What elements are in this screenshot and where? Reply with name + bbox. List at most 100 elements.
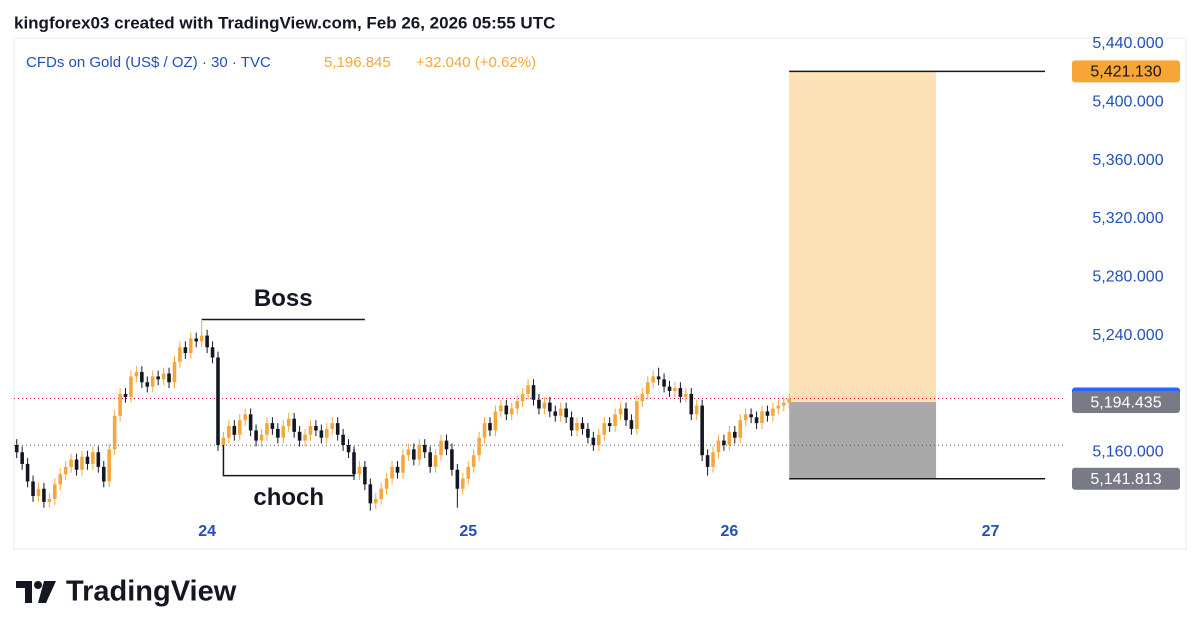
candle-body <box>314 426 318 431</box>
candle-body <box>412 449 416 460</box>
candle-body <box>684 393 688 397</box>
candle-body <box>20 452 24 464</box>
candle-body <box>401 455 405 473</box>
candle-body <box>363 466 367 485</box>
header: kingforex03 created with TradingView.com… <box>14 13 555 32</box>
candle-body <box>482 423 487 438</box>
candle-body <box>504 405 509 415</box>
y-tick-label: 5,320.000 <box>1092 210 1163 227</box>
candle-body <box>754 417 759 424</box>
candle-body <box>172 361 177 383</box>
candle-body <box>357 466 362 475</box>
candle-body <box>548 402 552 412</box>
candle-body <box>716 440 721 453</box>
candle-body <box>167 373 171 383</box>
legend-symbol: CFDs on Gold (US$ / OZ) · 30 · TVC <box>26 54 271 71</box>
candle-body <box>384 478 389 489</box>
candle-body <box>276 428 280 438</box>
candle-body <box>406 449 411 456</box>
candle-body <box>107 449 111 482</box>
candle-body <box>526 385 530 394</box>
candle-body <box>499 405 503 412</box>
legend-change: +32.040 (+0.62%) <box>416 54 536 71</box>
candle-body <box>520 393 525 402</box>
candle-body <box>31 481 35 497</box>
candle-body <box>58 474 63 485</box>
candle-body <box>123 393 128 397</box>
candle-body <box>118 393 122 416</box>
candle-body <box>373 498 378 504</box>
candle-body <box>553 411 558 416</box>
candle-body <box>597 434 601 445</box>
x-tick-label: 24 <box>198 523 216 540</box>
stop-zone <box>789 402 937 479</box>
candle-body <box>346 444 351 453</box>
candle-body <box>613 414 617 427</box>
y-tick-label: 5,440.000 <box>1092 35 1163 52</box>
candle-body <box>509 408 514 415</box>
candle-body <box>787 398 791 403</box>
candle-body <box>771 408 775 416</box>
candle-body <box>673 388 677 392</box>
price-label-box <box>1072 60 1180 83</box>
candle-body <box>161 373 166 380</box>
candle-body <box>417 444 422 460</box>
candle-body <box>624 408 628 421</box>
candle-body <box>743 414 748 421</box>
y-tick-label: 5,160.000 <box>1092 443 1163 460</box>
candle-body <box>205 335 209 348</box>
candle-body <box>145 382 150 387</box>
candle-body <box>47 498 52 502</box>
candle-body <box>308 426 313 435</box>
candle-body <box>189 338 193 354</box>
candle-body <box>183 347 188 354</box>
price-label: 5,421.130 <box>1090 64 1161 81</box>
candle-body <box>558 408 563 416</box>
price-label-box <box>1072 391 1180 414</box>
x-tick-label: 25 <box>459 523 477 540</box>
candle-body <box>112 415 117 450</box>
legend-last: 5,196.845 <box>324 54 391 71</box>
candle-body <box>150 376 155 387</box>
candle-body <box>248 414 253 431</box>
candle-body <box>341 434 345 445</box>
x-tick-label: 27 <box>982 523 1000 540</box>
candle-body <box>471 455 476 467</box>
candle-body <box>210 347 215 358</box>
price-label: 5,194.435 <box>1090 394 1161 411</box>
candle-body <box>477 437 481 456</box>
annotation-line <box>222 444 355 477</box>
candle-body <box>531 385 536 400</box>
candle-body <box>221 437 226 445</box>
candle-body <box>645 382 650 394</box>
candle-body <box>53 484 57 499</box>
candle-body <box>575 423 579 431</box>
candle-body <box>722 440 726 445</box>
x-tick-label: 26 <box>720 523 738 540</box>
candle-body <box>629 420 634 429</box>
candle-body <box>292 418 296 432</box>
candle-body <box>656 376 661 380</box>
annotation-label: Boss <box>254 285 313 312</box>
candle-body <box>515 401 519 409</box>
candle-body <box>727 431 732 445</box>
price-label-box <box>1072 467 1180 490</box>
candle-body <box>705 455 710 467</box>
candle-body <box>488 423 492 431</box>
candle-body <box>243 414 247 421</box>
candle-body <box>216 357 220 445</box>
candle-body <box>450 449 454 470</box>
candle-body <box>265 423 269 435</box>
y-tick-label: 5,400.000 <box>1092 93 1163 110</box>
candle-body <box>25 463 30 482</box>
candle-body <box>85 456 90 464</box>
candle-body <box>635 401 639 429</box>
candle-body <box>694 405 699 415</box>
logo-icon <box>16 581 56 603</box>
candle-body <box>297 431 302 441</box>
candle-body <box>580 423 585 429</box>
candle-body <box>101 466 106 482</box>
logo-text: TradingView <box>66 576 237 608</box>
